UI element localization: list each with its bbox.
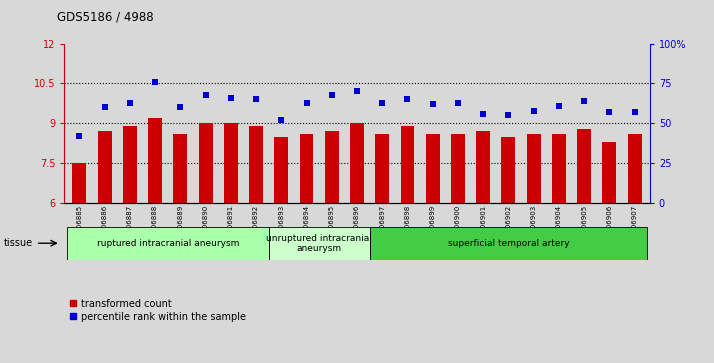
Bar [628, 134, 642, 203]
Bar [527, 134, 540, 203]
Bar [451, 134, 465, 203]
Text: ruptured intracranial aneurysm: ruptured intracranial aneurysm [96, 239, 239, 248]
Bar [300, 134, 313, 203]
Bar [552, 134, 565, 203]
Bar [603, 142, 616, 203]
Bar [98, 131, 111, 203]
Bar [325, 131, 338, 203]
Text: GDS5186 / 4988: GDS5186 / 4988 [57, 11, 154, 24]
Bar [350, 123, 364, 203]
Bar [401, 126, 414, 203]
Bar [249, 126, 263, 203]
Bar [67, 227, 268, 260]
Bar [224, 123, 238, 203]
Bar [72, 163, 86, 203]
Bar [376, 134, 389, 203]
Bar [149, 118, 162, 203]
Bar [501, 137, 516, 203]
Bar [268, 227, 370, 260]
Bar [476, 131, 490, 203]
Bar [274, 137, 288, 203]
Bar [370, 227, 647, 260]
Bar [577, 129, 591, 203]
Bar [426, 134, 440, 203]
Bar [123, 126, 137, 203]
Text: unruptured intracranial
aneurysm: unruptured intracranial aneurysm [266, 233, 372, 253]
Bar [174, 134, 187, 203]
Legend: transformed count, percentile rank within the sample: transformed count, percentile rank withi… [69, 299, 246, 322]
Text: tissue: tissue [4, 238, 33, 248]
Bar [198, 123, 213, 203]
Text: superficial temporal artery: superficial temporal artery [448, 239, 569, 248]
